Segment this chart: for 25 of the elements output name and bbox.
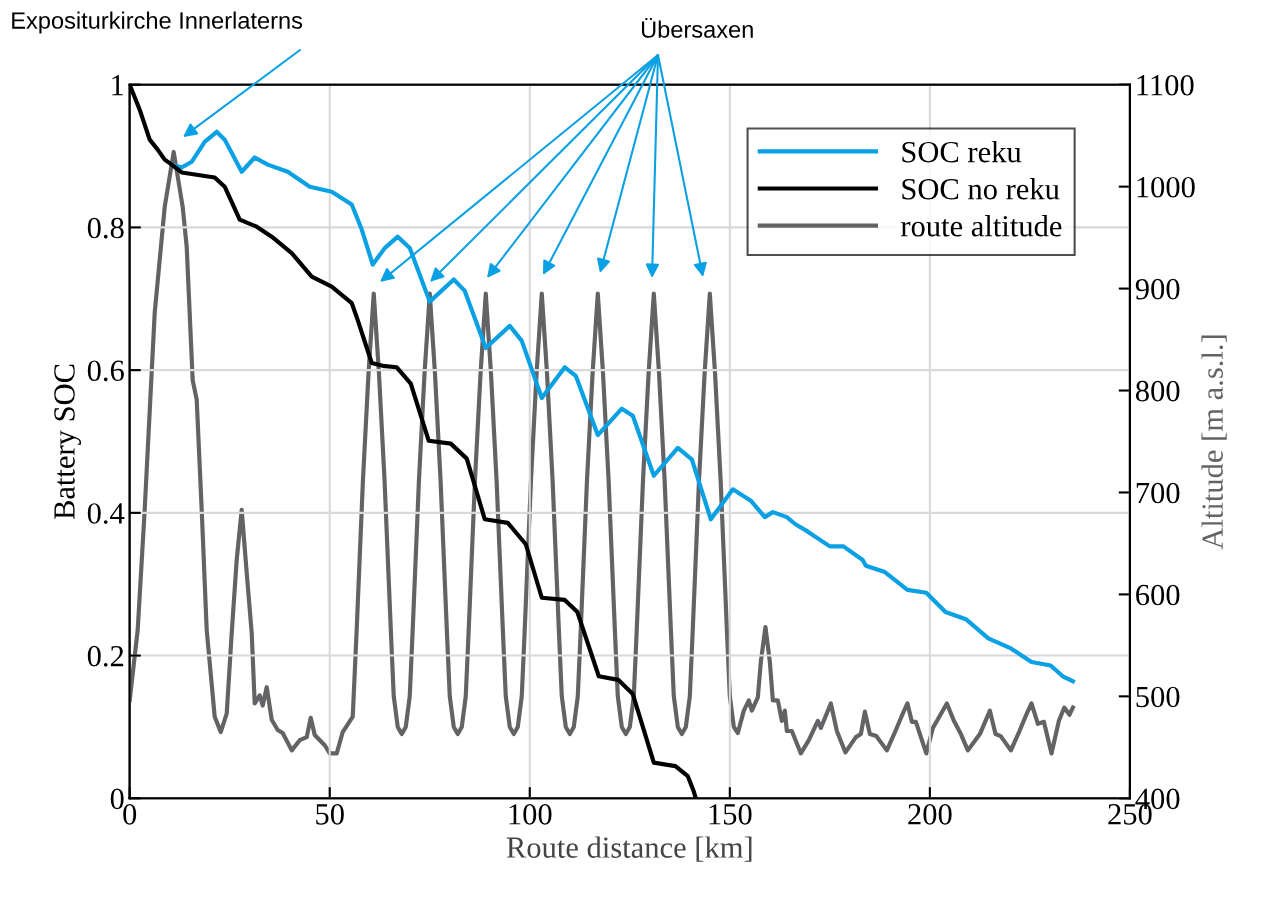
y-tick-label: 0.2 <box>87 645 124 667</box>
x-tick-label: 200 <box>908 804 952 825</box>
y2-axis-title: Altitude [m a.s.l.] <box>1201 335 1227 550</box>
y-tick-label: 0.6 <box>87 360 124 382</box>
y2-tick-label: 500 <box>1136 686 1180 708</box>
y2-tick-label: 800 <box>1135 380 1180 402</box>
y-tick-label: 0.8 <box>87 217 124 239</box>
y2-tick-label: 900 <box>1135 278 1180 300</box>
x-axis-title: Route distance [km] <box>506 836 752 862</box>
legend-label: SOC no reku <box>902 177 1060 200</box>
text: Übersaxen <box>641 17 753 38</box>
y-axis-title: Battery SOC <box>54 364 82 520</box>
legend-label: SOC reku <box>902 140 1022 163</box>
x-tick-label: 100 <box>509 804 552 825</box>
y2-tick-label: 1000 <box>1137 176 1195 198</box>
y2-tick-label: 700 <box>1136 482 1180 504</box>
legend-label: route altitude <box>900 215 1062 237</box>
y-tick-label: 0 <box>110 788 124 810</box>
y-tick-label: 0.4 <box>87 503 125 524</box>
y-tick-label: 1 <box>112 75 123 96</box>
text: Expositurkirche Innerlaterns <box>12 11 303 34</box>
y2-tick-label: 1100 <box>1137 74 1194 96</box>
x-tick-label: 150 <box>709 804 752 825</box>
x-tick-label: 50 <box>316 804 344 825</box>
y2-tick-label: 600 <box>1136 584 1180 606</box>
